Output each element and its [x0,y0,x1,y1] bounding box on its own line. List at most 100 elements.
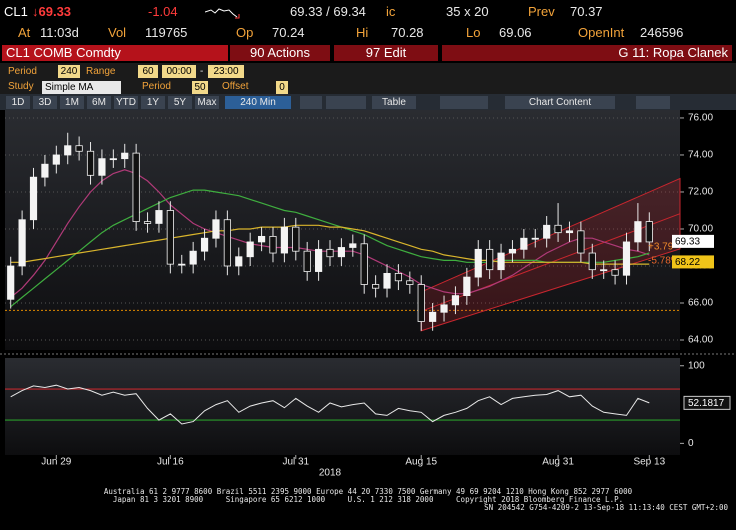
time: 11:03d [40,25,79,40]
candle-body [474,248,482,278]
candle-body [246,241,254,258]
channel-label: -5.78% [648,256,680,267]
candle-body [292,226,300,252]
price-tag-label: 68.22 [675,257,700,268]
study-select[interactable]: Simple MA [42,81,121,94]
tools-button[interactable] [636,96,670,109]
line-tool[interactable] [300,96,322,109]
candle-body [132,152,140,222]
candle-body [520,237,528,250]
candle-body [406,280,414,285]
range-button[interactable]: 3D [33,96,57,109]
candle-body [41,163,49,178]
range-button[interactable]: 1D [6,96,30,109]
candle-body [257,235,266,243]
actions-menu[interactable]: 90 Actions [230,45,330,61]
footer-line: Japan 81 3 3201 8900 Singapore 65 6212 1… [112,495,624,504]
candle-body [98,158,106,176]
from-input[interactable]: 00:00 [162,65,196,78]
sparkline-icon [205,8,240,19]
candle-body [645,221,653,243]
candle-body [588,252,596,271]
oi-label: OpenInt [578,25,625,40]
range-button[interactable]: 6M [87,96,111,109]
lo: 69.06 [499,25,532,40]
candle-body [155,210,163,224]
prev: 70.37 [570,4,603,19]
candle-body [622,241,631,276]
footer-line: SN 204542 G754-4209-2 13-Sep-18 11:13:40… [484,503,728,512]
y-tick-label: 70.00 [688,224,713,235]
candle-body [611,269,619,276]
moving-average [10,224,650,265]
candle-body [463,276,471,296]
back-button[interactable] [440,96,488,109]
y-tick-label: 66.00 [688,298,713,309]
to-input[interactable]: 23:00 [208,65,244,78]
candle-body [280,226,288,254]
prev-label: Prev [528,4,555,19]
last-price: ↓69.33 [32,4,72,19]
study-period-input[interactable]: 50 [192,81,208,94]
candle-body [326,248,334,258]
candle-body [212,219,220,239]
candle-body [543,224,551,239]
last-value-tag [683,395,731,410]
candle-body [634,221,642,243]
y-tick-label: 100 [688,360,705,371]
candle-body [29,176,38,221]
candle-body [109,158,117,161]
interval-button[interactable]: 240 Min [225,96,291,109]
range-button[interactable]: 1M [60,96,84,109]
period-label: Period [8,66,37,77]
y-tick-label: 72.00 [688,187,713,198]
candle-body [451,295,460,306]
candle-body [303,250,311,272]
candle-body [440,304,448,313]
price-tag [672,234,714,248]
chart: 64.0066.0068.0070.0072.0074.0076.00+3.79… [0,110,736,479]
range-input[interactable]: 60 [138,65,158,78]
last-value-label: 52.1817 [688,398,725,409]
candle-body [577,230,585,254]
x-tick-label: Jul 16 [157,457,184,468]
hi-label: Hi [356,25,369,40]
rsi-line [10,384,650,425]
range-button[interactable]: 5Y [168,96,192,109]
candle-body [486,248,494,271]
candle-body [531,237,539,240]
x-tick-label: Sep 13 [633,457,665,468]
x-tick-label: Aug 31 [542,457,574,468]
candle-body [223,219,231,267]
bid-ask: 69.33 / 69.34 [290,4,366,19]
edit-menu[interactable]: 97 Edit [334,45,438,61]
lo-label: Lo [466,25,481,40]
range-button[interactable]: Max [195,96,219,109]
offset-input[interactable]: 0 [276,81,288,94]
period-input[interactable]: 240 [58,65,80,78]
candle-tool[interactable] [326,96,366,109]
range-button[interactable]: YTD [114,96,138,109]
at-label: At [18,25,31,40]
security[interactable]: CL1 COMB Comdty [2,45,228,61]
x-tick-label: Jun 29 [41,457,71,468]
x-tick-label: Aug 15 [405,457,437,468]
candle-body [417,284,425,322]
moving-average [10,189,650,308]
candle-body [315,248,323,272]
y-tick-label: 0 [688,438,694,449]
table-button[interactable]: Table [372,96,416,109]
candle-body [565,230,574,234]
candle-body [75,145,83,152]
range-button[interactable]: 1Y [141,96,165,109]
candle-body [508,248,517,254]
candle-body [64,145,72,156]
candle-body [189,250,197,265]
candle-body [178,263,186,266]
study-period-label: Period [142,81,171,92]
candle-body [394,272,403,282]
chart-content-button[interactable]: Chart Content [505,96,615,109]
y-tick-label: 74.00 [688,150,713,161]
study-label: Study [8,81,34,92]
candle-body [18,219,26,267]
